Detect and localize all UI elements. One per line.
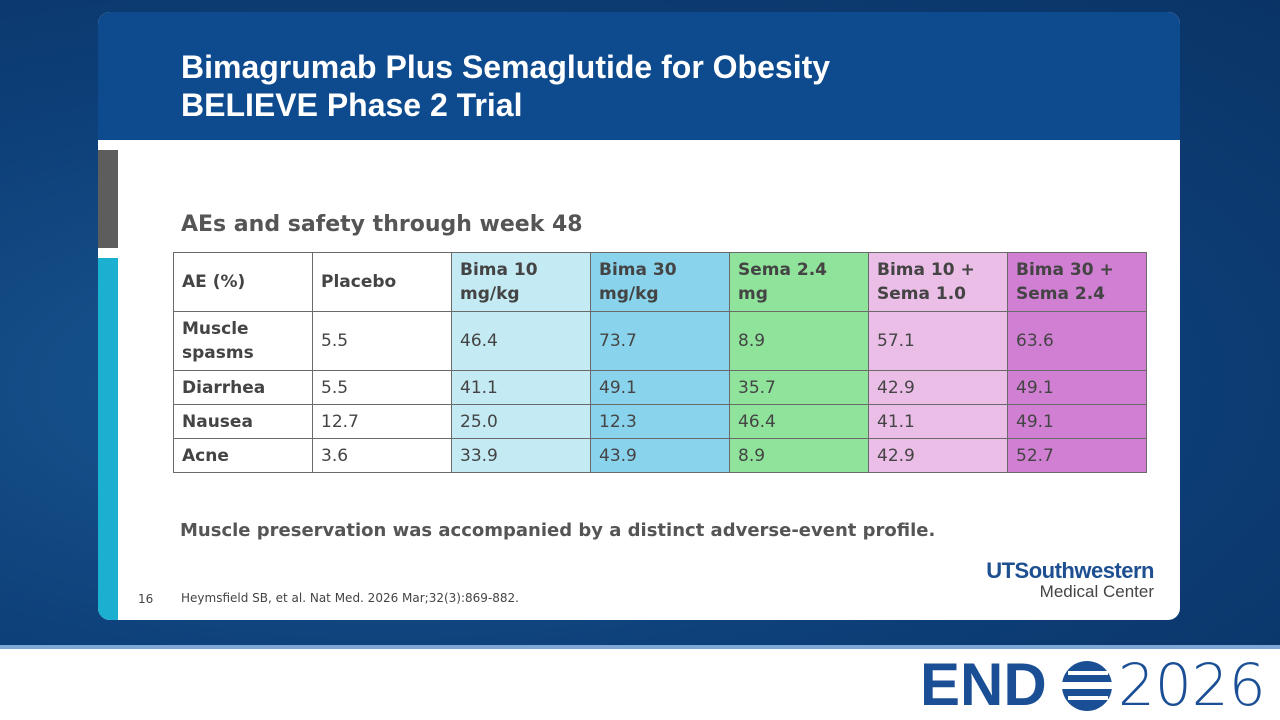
table-row: Diarrhea 5.5 41.1 49.1 35.7 42.9 49.1 [173, 370, 1147, 405]
header-row: AE (%) Placebo Bima 10 mg/kg Bima 30 mg/kg S… [173, 252, 1147, 312]
column-header: Bima 30 + Sema 2.4 [1007, 252, 1147, 312]
cell: 3.6 [312, 438, 452, 473]
cell: 25.0 [451, 404, 591, 439]
title: Bimagrumab Plus Semaglutide for Obesity … [181, 48, 830, 124]
cell: 41.1 [868, 404, 1008, 439]
conclusion: Muscle preservation was accompanied by a… [180, 520, 936, 541]
accent-bar [98, 258, 118, 620]
cell: 41.1 [451, 370, 591, 405]
title-line: Bimagrumab Plus Semaglutide for Obesity [181, 49, 831, 85]
cell: 63.6 [1007, 311, 1147, 371]
logo-name: UTSouthwestern [986, 558, 1154, 583]
header [98, 12, 1180, 140]
column-header: Bima 10 + Sema 1.0 [868, 252, 1008, 312]
subtitle: AEs and safety through week 48 [181, 212, 583, 237]
ae-table: AE (%) Placebo Bima 10 mg/kg Bima 30 mg/kg S… [173, 252, 1147, 473]
cell: 42.9 [868, 370, 1008, 405]
page-number: 16 [138, 592, 154, 606]
column-header: AE (%) [173, 252, 313, 312]
column-header: Placebo [312, 252, 452, 312]
table-row: Muscle spasms 5.5 46.4 73.7 8.9 57.1 63.6 [173, 311, 1147, 371]
column-header: Bima 30 mg/kg [590, 252, 730, 312]
globe-icon [1060, 661, 1114, 711]
cell: 8.9 [729, 438, 869, 473]
cell: 12.7 [312, 404, 452, 439]
title-line: BELIEVE Phase 2 Trial [181, 87, 523, 123]
event-year: 2026 [1118, 651, 1266, 719]
row-label: Muscle spasms [173, 311, 313, 371]
cell: 12.3 [590, 404, 730, 439]
row-label: Nausea [173, 404, 313, 439]
accent-bar [98, 150, 118, 248]
event-logo: END [920, 651, 1047, 718]
slide: Bimagrumab Plus Semaglutide for Obesity … [98, 12, 1180, 620]
cell: 8.9 [729, 311, 869, 371]
cell: 49.1 [590, 370, 730, 405]
table-row: Nausea 12.7 25.0 12.3 46.4 41.1 49.1 [173, 404, 1147, 439]
cell: 49.1 [1007, 404, 1147, 439]
cell: 52.7 [1007, 438, 1147, 473]
cell: 42.9 [868, 438, 1008, 473]
row-label: Diarrhea [173, 370, 313, 405]
cell: 33.9 [451, 438, 591, 473]
cell: 73.7 [590, 311, 730, 371]
cell: 5.5 [312, 370, 452, 405]
cell: 35.7 [729, 370, 869, 405]
table-row: Acne 3.6 33.9 43.9 8.9 42.9 52.7 [173, 438, 1147, 473]
cell: 49.1 [1007, 370, 1147, 405]
column-header: Bima 10 mg/kg [451, 252, 591, 312]
column-header: Sema 2.4 mg [729, 252, 869, 312]
cell: 46.4 [451, 311, 591, 371]
cell: 57.1 [868, 311, 1008, 371]
reference: Heymsfield SB, et al. Nat Med. 2026 Mar;… [181, 591, 519, 605]
cell: 43.9 [590, 438, 730, 473]
cell: 5.5 [312, 311, 452, 371]
logo-subname: Medical Center [1039, 582, 1154, 601]
cell: 46.4 [729, 404, 869, 439]
row-label: Acne [173, 438, 313, 473]
